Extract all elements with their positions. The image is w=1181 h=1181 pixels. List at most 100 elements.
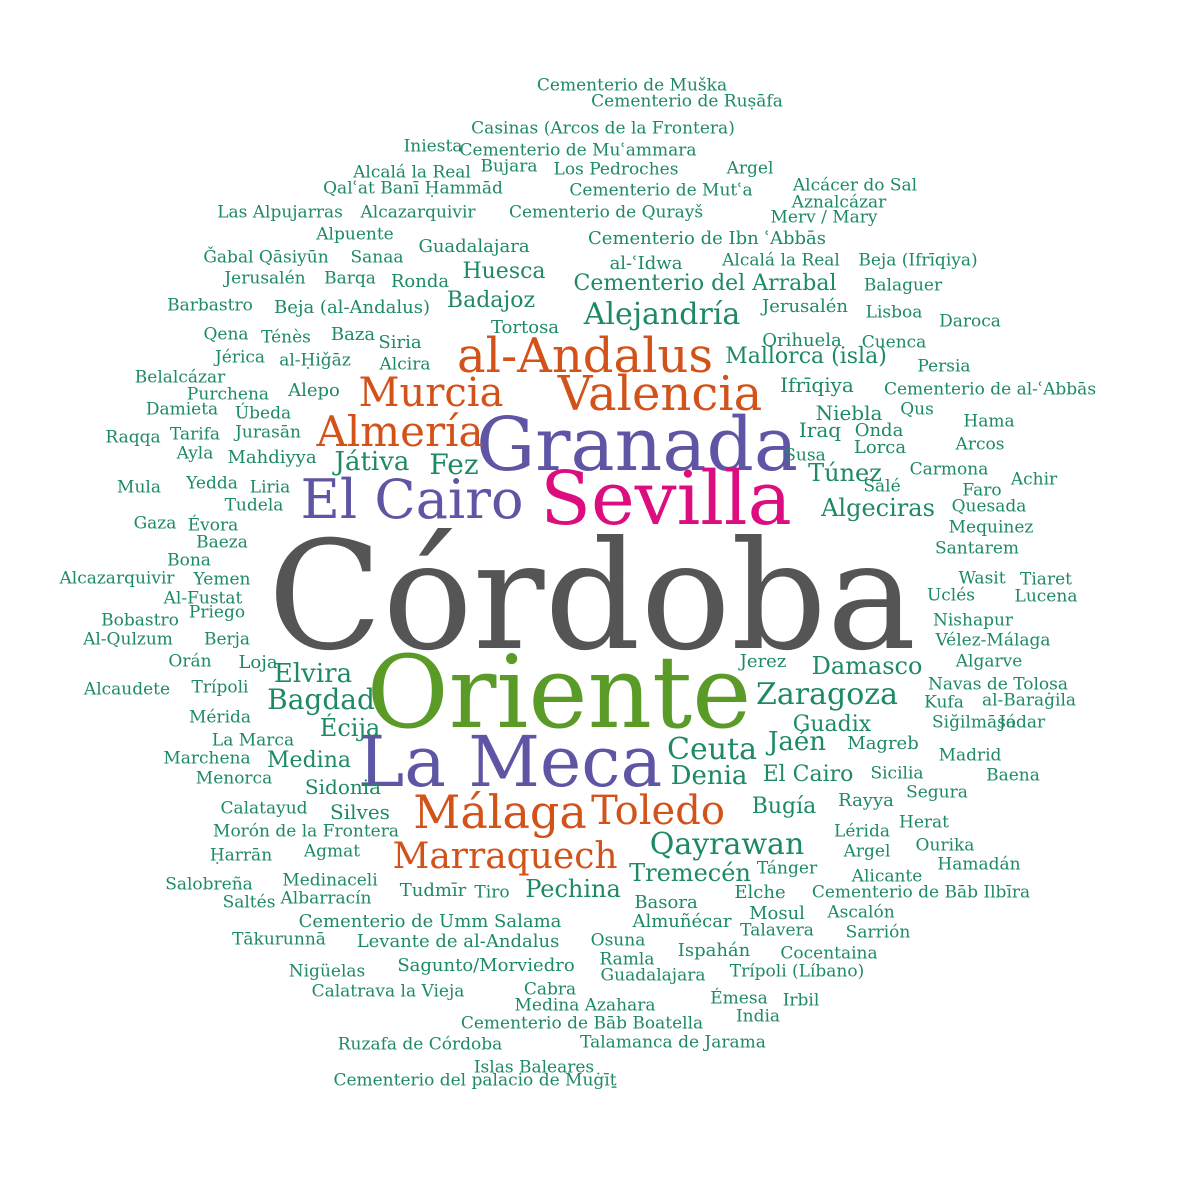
cloud-word: Ǧabal Qāsiyūn xyxy=(203,247,329,268)
cloud-word: Mahdiyya xyxy=(227,447,317,468)
cloud-word: Onda xyxy=(854,420,904,441)
cloud-word: Tortosa xyxy=(490,317,560,338)
cloud-word: Ourika xyxy=(915,835,975,856)
cloud-word: Mallorca (isla) xyxy=(725,344,887,369)
cloud-word: Segura xyxy=(906,782,968,803)
cloud-word: Hamadán xyxy=(937,854,1021,875)
cloud-word: Tākurunnā xyxy=(232,929,326,950)
cloud-word: Écija xyxy=(319,714,381,742)
cloud-word: Las Alpujarras xyxy=(217,202,343,223)
cloud-word: Ascalón xyxy=(827,902,895,923)
cloud-word: Cementerio de Bāb Ilbīra xyxy=(811,882,1031,903)
cloud-word: Cementerio de Ibn ʿAbbās xyxy=(588,228,826,249)
cloud-word: Barbastro xyxy=(167,295,253,316)
cloud-word: Alejandría xyxy=(583,297,741,332)
cloud-word: Jaén xyxy=(767,727,827,757)
cloud-word: Cabra xyxy=(523,979,577,1000)
cloud-word: Fez xyxy=(429,448,479,481)
cloud-word: Úbeda xyxy=(234,403,292,424)
cloud-word: Tudela xyxy=(224,495,284,516)
cloud-word: Iniesta xyxy=(403,136,463,157)
cloud-word: Medinaceli xyxy=(282,870,378,891)
cloud-word: Cementerio de Bāb Boatella xyxy=(460,1013,704,1034)
cloud-word: Nishapur xyxy=(932,610,1014,631)
cloud-word: Calatrava la Vieja xyxy=(311,981,465,1002)
cloud-word: La Marca xyxy=(211,730,295,751)
cloud-word: Cementerio del Arrabal xyxy=(573,271,837,296)
cloud-word: Raqqa xyxy=(105,427,161,448)
cloud-word: Bagdad xyxy=(267,683,375,716)
cloud-word: Cementerio de Muška xyxy=(536,75,728,96)
cloud-word: Magreb xyxy=(847,733,919,754)
cloud-word: Alcalá la Real xyxy=(353,162,471,183)
cloud-word: Évora xyxy=(187,515,239,536)
cloud-word: Trípoli (Líbano) xyxy=(729,961,865,982)
cloud-word: Iraq xyxy=(798,418,842,442)
cloud-word: Madrid xyxy=(938,745,1002,766)
cloud-word: Cuenca xyxy=(861,332,927,353)
cloud-word: Menorca xyxy=(195,768,273,789)
cloud-word: Ceuta xyxy=(667,732,757,767)
cloud-word: Herat xyxy=(899,812,949,833)
cloud-word: Baza xyxy=(330,324,376,345)
cloud-word: El Cairo xyxy=(762,762,854,787)
cloud-word: Arcos xyxy=(955,434,1005,455)
cloud-word: Cocentaina xyxy=(780,943,878,964)
cloud-word: Ayla xyxy=(176,443,214,464)
cloud-word: Qayrawan xyxy=(649,827,805,862)
cloud-word: Ramla xyxy=(599,949,655,970)
cloud-word: Santarem xyxy=(934,538,1020,559)
cloud-word: Argel xyxy=(726,158,774,179)
cloud-word: Alcazarquivir xyxy=(360,202,476,223)
cloud-word: Alepo xyxy=(288,380,340,401)
cloud-word: Tánger xyxy=(756,858,818,879)
cloud-word: Levante de al-Andalus xyxy=(356,931,560,952)
cloud-word: Tremecén xyxy=(629,859,751,887)
cloud-word: Ronda xyxy=(390,271,450,292)
cloud-word: Valencia xyxy=(557,366,763,422)
cloud-word: Carmona xyxy=(909,459,989,480)
cloud-word: Mérida xyxy=(188,707,252,728)
cloud-word: Cementerio de Muʿammara xyxy=(459,140,697,161)
cloud-word: Granada xyxy=(476,402,798,488)
cloud-word: Navas de Tolosa xyxy=(927,674,1069,695)
cloud-word: Uclés xyxy=(926,585,976,606)
cloud-word: Silves xyxy=(330,800,390,824)
cloud-word: Jérica xyxy=(214,347,266,368)
cloud-word: Irbil xyxy=(782,990,820,1011)
cloud-word: Wasit xyxy=(958,568,1006,589)
cloud-word: Cementerio de Umm Salama xyxy=(298,911,562,932)
cloud-word: Damasco xyxy=(811,652,923,680)
cloud-word: Rayya xyxy=(838,790,894,811)
cloud-word: Al-Fustat xyxy=(163,588,243,609)
cloud-word: La Meca xyxy=(357,721,663,803)
cloud-word: Achir xyxy=(1010,469,1058,490)
cloud-word: al-Baraġila xyxy=(981,690,1077,711)
cloud-word: Cementerio del palacio de Muġīṯ xyxy=(333,1070,617,1091)
cloud-word: Alcira xyxy=(379,354,431,375)
cloud-word: Guadalajara xyxy=(418,236,530,257)
cloud-word: Qus xyxy=(900,399,934,420)
cloud-word: Toledo xyxy=(591,788,725,834)
cloud-word: Alicante xyxy=(851,866,923,887)
cloud-word: Cementerio de al-ʿAbbās xyxy=(883,379,1097,400)
cloud-word: Osuna xyxy=(590,930,646,951)
cloud-word: Alcaudete xyxy=(83,679,171,700)
cloud-word: Beja (al-Andalus) xyxy=(274,297,430,318)
cloud-word: Talamanca de Jarama xyxy=(580,1032,766,1053)
cloud-word: Berja xyxy=(203,629,251,650)
cloud-word: Qena xyxy=(203,324,249,345)
cloud-word: Denia xyxy=(670,761,748,791)
cloud-word: Tarifa xyxy=(169,424,221,445)
cloud-word: Baeza xyxy=(196,532,248,553)
cloud-word: Pechina xyxy=(525,875,621,903)
cloud-word: Cementerio de Qurayš xyxy=(508,202,704,223)
cloud-word: Siğilmāsa xyxy=(932,712,1016,733)
cloud-word: Orihuela xyxy=(762,330,842,351)
cloud-word: Lérida xyxy=(834,821,890,842)
cloud-word: Agmat xyxy=(303,841,361,862)
cloud-word: Cementerio de Mutʿa xyxy=(569,180,753,201)
cloud-word: Almuñécar xyxy=(632,911,732,932)
cloud-word: Casinas (Arcos de la Frontera) xyxy=(471,118,735,139)
cloud-word: Bujara xyxy=(480,156,538,177)
